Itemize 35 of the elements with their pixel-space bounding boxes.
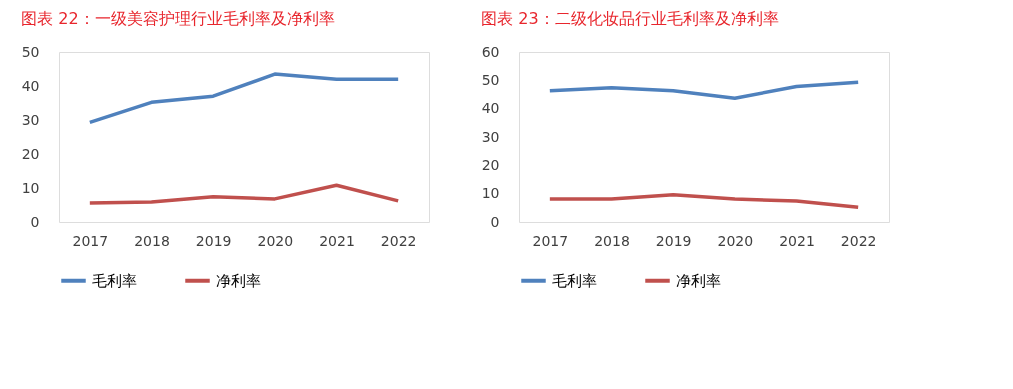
x-tick-label: 2021 <box>779 232 815 249</box>
legend-label: 净利率 <box>216 271 261 290</box>
x-tick-label: 2019 <box>655 232 692 249</box>
y-tick-label: 0 <box>490 213 500 230</box>
x-tick-label: 2022 <box>840 232 877 249</box>
x-tick-label: 2022 <box>380 232 417 249</box>
line-series <box>88 183 400 205</box>
y-tick-label: 20 <box>481 156 500 173</box>
y-tick-label: 40 <box>481 100 500 117</box>
y-tick-label: 40 <box>21 77 40 94</box>
y-tick-label: 0 <box>30 213 40 230</box>
y-tick-label: 10 <box>21 179 40 196</box>
y-tick-label: 30 <box>481 128 500 145</box>
x-tick-label: 2020 <box>257 232 294 249</box>
chart-title: 图表 22：一级美容护理行业毛利率及净利率 <box>21 9 335 28</box>
y-tick-label: 50 <box>21 43 40 60</box>
x-tick-label: 2018 <box>594 232 630 249</box>
y-tick-label: 60 <box>481 43 500 60</box>
line-series <box>548 193 860 210</box>
x-tick-label: 2017 <box>72 232 109 249</box>
x-tick-label: 2018 <box>134 232 170 249</box>
y-tick-label: 30 <box>21 111 40 128</box>
legend-label: 净利率 <box>676 271 721 290</box>
legend-label: 毛利率 <box>552 271 597 290</box>
line-series <box>548 80 860 100</box>
chart-title: 图表 23：二级化妆品行业毛利率及净利率 <box>481 9 779 28</box>
x-tick-label: 2019 <box>195 232 232 249</box>
x-tick-label: 2017 <box>532 232 569 249</box>
y-tick-label: 20 <box>21 145 40 162</box>
line-series <box>88 72 400 125</box>
x-tick-label: 2020 <box>717 232 754 249</box>
legend-label: 毛利率 <box>92 271 137 290</box>
y-tick-label: 10 <box>481 185 500 202</box>
x-tick-label: 2021 <box>319 232 355 249</box>
y-tick-label: 50 <box>481 71 500 88</box>
